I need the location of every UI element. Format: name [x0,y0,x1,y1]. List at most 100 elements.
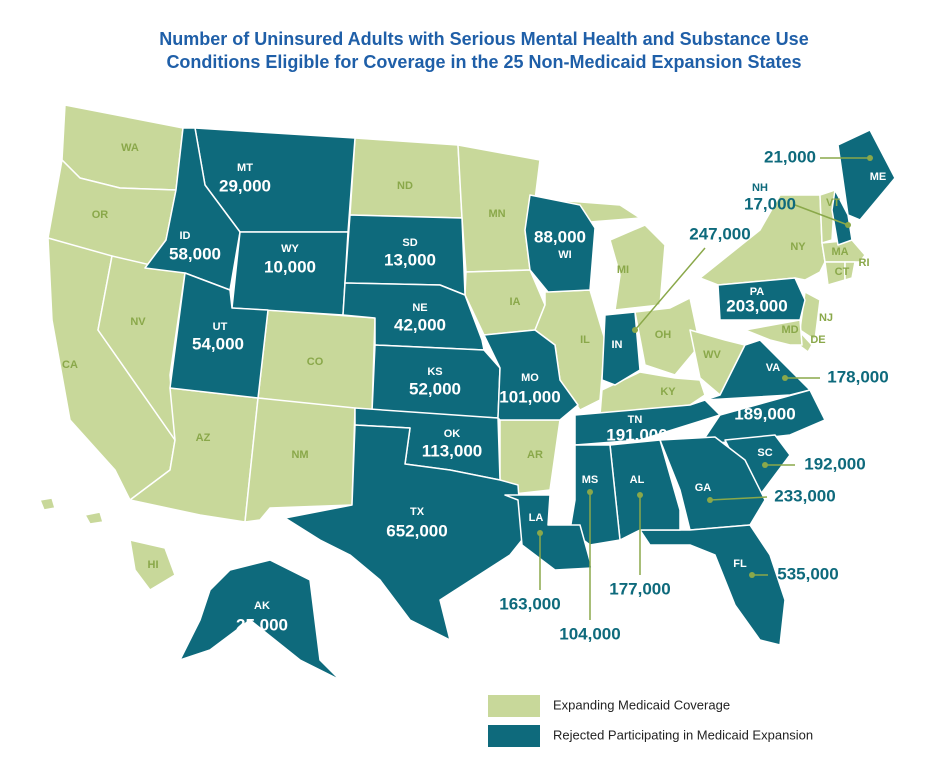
state-abbr: UT [213,321,228,333]
state-abbr: ND [397,180,413,192]
state-abbr: AR [527,449,543,461]
state-abbr: VT [826,197,840,209]
state-abbr: MA [831,246,848,258]
state-abbr: ME [870,171,887,183]
state-abbr: CA [62,359,78,371]
state-shape [837,129,896,221]
state-abbr: NJ [819,312,833,324]
state-value: 191,000 [606,425,667,444]
state-value: 652,000 [386,521,447,540]
state-abbr: IA [510,296,521,308]
state-abbr: HI [148,559,159,571]
state-abbr: IL [580,334,590,346]
state-value: 247,000 [689,224,750,243]
callout-dot [762,462,768,468]
callout-line [634,247,706,331]
state-shape [39,497,56,511]
state-value: 25,000 [236,615,288,634]
callout-line [709,496,768,501]
state-value: 88,000 [534,227,586,246]
state-abbr: NV [130,316,146,328]
state-abbr: CO [307,356,324,368]
state-abbr: OR [92,209,109,221]
state-shape [659,436,766,531]
legend-swatch [488,725,540,747]
state-shape [639,524,786,646]
state-shape [831,189,853,246]
legend-label: Expanding Medicaid Coverage [553,697,730,712]
state-abbr: AK [254,600,270,612]
state-abbr: WI [558,249,571,261]
state-value: 113,000 [422,441,483,460]
state-abbr: IN [612,339,623,351]
state-abbr: NM [291,449,308,461]
state-abbr: KY [660,386,676,398]
state-value: 17,000 [744,194,796,213]
state-abbr: NC [805,426,821,438]
state-value: 203,000 [726,296,787,315]
state-shape [284,424,523,641]
state-value: 163,000 [499,594,560,613]
state-abbr: GA [695,482,712,494]
state-shape [179,559,341,681]
state-shape [84,511,104,525]
state-abbr: MT [237,162,253,174]
callout-dot [632,327,638,333]
state-abbr: RI [859,257,870,269]
state-abbr: CT [835,266,850,278]
callout-dot [845,222,851,228]
state-abbr: PA [750,286,765,298]
callout-dot [537,530,543,536]
state-abbr: KS [427,366,442,378]
state-value: 42,000 [394,315,446,334]
state-abbr: TX [410,506,425,518]
state-value: 10,000 [264,257,316,276]
state-value: 58,000 [169,244,221,263]
state-shape [483,329,579,421]
state-abbr: MD [781,324,798,336]
state-shape [744,319,803,346]
state-shape [601,311,641,386]
state-shape [129,539,176,591]
state-abbr: NE [412,302,427,314]
state-value: 192,000 [804,454,865,473]
state-value: 52,000 [409,379,461,398]
state-shape [524,194,596,293]
state-value: 178,000 [827,367,888,386]
state-value: 21,000 [764,147,816,166]
state-abbr: MO [521,372,539,384]
state-value: 177,000 [609,579,670,598]
state-abbr: DE [810,334,825,346]
state-shape [799,291,821,341]
state-shape [844,261,856,281]
state-value: 13,000 [384,250,436,269]
state-shape [349,137,463,219]
state-value: 189,000 [734,404,795,423]
state-abbr: SC [757,447,772,459]
callout-line [794,204,849,226]
state-abbr: WA [121,142,139,154]
state-abbr: VA [766,362,781,374]
state-value: 233,000 [774,486,835,505]
state-abbr: OH [655,329,672,341]
title-line: Conditions Eligible for Coverage in the … [166,52,801,72]
state-abbr: WV [703,349,721,361]
state-abbr: TN [628,414,643,426]
state-value: 29,000 [219,176,271,195]
state-abbr: AL [630,474,645,486]
callout-dot [707,497,713,503]
state-shape [717,277,806,321]
state-abbr: MS [582,474,599,486]
state-shape [169,272,269,399]
callout-dot [637,492,643,498]
state-value: 535,000 [777,564,838,583]
state-abbr: MI [617,264,629,276]
callout-dot [587,489,593,495]
state-abbr: NH [752,182,768,194]
state-shape [504,494,593,571]
state-abbr: NY [790,241,806,253]
callout-dot [782,375,788,381]
legend-label: Rejected Participating in Medicaid Expan… [553,727,813,742]
title-line: Number of Uninsured Adults with Serious … [159,29,808,49]
